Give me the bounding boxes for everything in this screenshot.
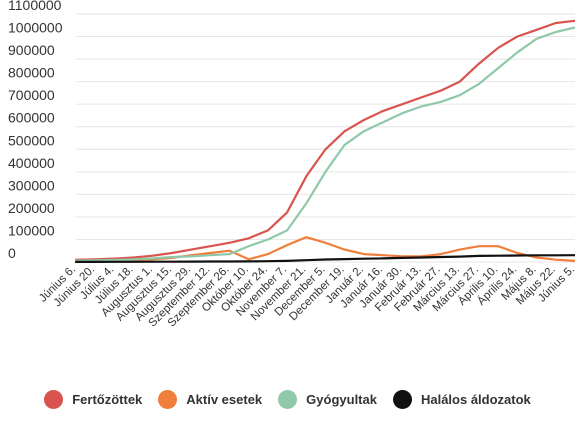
legend-label: Aktív esetek xyxy=(186,391,263,407)
legend-item[interactable]: Fertőzöttek xyxy=(44,389,143,409)
x-axis-tick-labels: Június 6.Június 20.Július 4.Július 18.Au… xyxy=(37,263,575,330)
y-tick-label: 400000 xyxy=(8,155,55,171)
legend-swatch xyxy=(158,389,178,409)
legend-item[interactable]: Halálos áldozatok xyxy=(392,389,531,409)
y-tick-label: 600000 xyxy=(8,110,55,126)
y-tick-label: 800000 xyxy=(8,65,55,81)
y-tick-label: 1000000 xyxy=(8,20,63,36)
y-tick-label: 700000 xyxy=(8,87,55,103)
legend-swatch xyxy=(44,389,64,409)
legend-item[interactable]: Gyógyultak xyxy=(278,389,377,409)
series-line xyxy=(74,19,575,261)
legend-swatch xyxy=(278,389,298,409)
gridlines xyxy=(76,13,575,263)
y-tick-label: 1100000 xyxy=(8,0,62,13)
legend-label: Fertőzöttek xyxy=(72,391,143,407)
legend-swatch xyxy=(392,389,412,409)
y-axis-tick-labels: 0 100000 200000 300000 400000 500000 600000 700… xyxy=(8,0,63,261)
y-tick-label: 500000 xyxy=(8,132,55,148)
legend-label: Gyógyultak xyxy=(306,391,377,407)
y-tick-label: 200000 xyxy=(8,200,55,216)
y-tick-label: 300000 xyxy=(8,177,55,193)
y-tick-label: 0 xyxy=(8,245,16,261)
y-tick-label: 100000 xyxy=(8,222,55,238)
series-line xyxy=(74,26,575,262)
legend-label: Halálos áldozatok xyxy=(420,391,531,407)
y-tick-label: 900000 xyxy=(8,42,55,58)
series-lines xyxy=(74,19,575,263)
legend-item[interactable]: Aktív esetek xyxy=(158,389,263,409)
legend: Fertőzöttek Aktív esetek Gyógyultak Halálos… xyxy=(0,384,575,414)
line-chart: 0 100000 200000 300000 400000 500000 600000 700… xyxy=(8,0,575,330)
series-line xyxy=(74,254,575,263)
